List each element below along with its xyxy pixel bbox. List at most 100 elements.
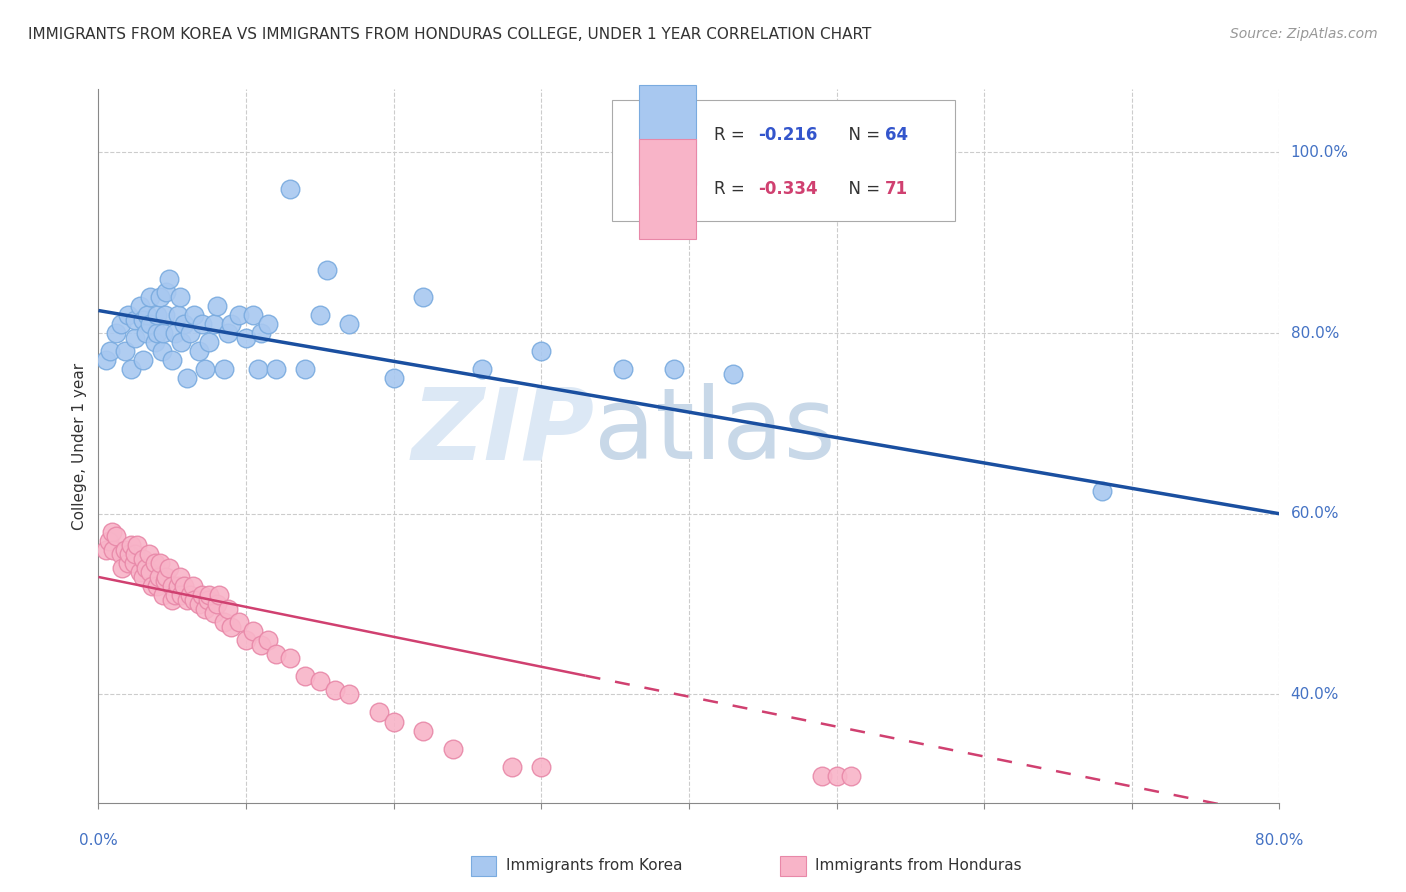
- Point: [441, 741, 464, 756]
- FancyBboxPatch shape: [612, 100, 955, 221]
- Point: [118, 548, 141, 562]
- Point: [382, 714, 405, 729]
- Point: [242, 624, 264, 639]
- Point: [149, 290, 172, 304]
- Point: [157, 272, 180, 286]
- Point: [120, 362, 142, 376]
- Point: [165, 588, 187, 602]
- Point: [173, 317, 195, 331]
- Point: [242, 308, 264, 322]
- Point: [316, 263, 339, 277]
- Point: [110, 317, 132, 331]
- Point: [183, 592, 205, 607]
- Point: [139, 290, 162, 304]
- Point: [162, 353, 183, 368]
- Point: [278, 181, 302, 195]
- Point: [187, 597, 209, 611]
- Point: [167, 308, 190, 322]
- Point: [143, 335, 166, 350]
- Point: [132, 353, 155, 368]
- Point: [183, 308, 205, 322]
- Point: [132, 312, 155, 326]
- Point: [219, 620, 242, 634]
- Point: [170, 335, 193, 350]
- Text: Source: ZipAtlas.com: Source: ZipAtlas.com: [1230, 27, 1378, 41]
- Point: [136, 308, 159, 322]
- Text: 64: 64: [884, 127, 908, 145]
- Point: [382, 371, 405, 385]
- Text: atlas: atlas: [595, 384, 837, 480]
- Point: [128, 566, 150, 580]
- Point: [235, 633, 257, 648]
- Point: [212, 362, 235, 376]
- Point: [205, 597, 228, 611]
- Point: [1091, 484, 1114, 499]
- Point: [250, 326, 273, 340]
- Point: [217, 326, 239, 340]
- Point: [150, 344, 173, 359]
- Point: [179, 588, 201, 602]
- Point: [153, 574, 176, 589]
- Point: [264, 362, 287, 376]
- Point: [124, 312, 146, 326]
- Point: [169, 570, 191, 584]
- Y-axis label: College, Under 1 year: College, Under 1 year: [72, 362, 87, 530]
- Point: [228, 308, 250, 322]
- Point: [120, 538, 142, 552]
- Point: [132, 570, 155, 584]
- Text: 60.0%: 60.0%: [1291, 507, 1339, 521]
- Point: [323, 682, 346, 697]
- Point: [162, 579, 183, 593]
- Point: [135, 326, 157, 340]
- Point: [191, 317, 214, 331]
- Point: [257, 317, 280, 331]
- Point: [294, 669, 316, 683]
- Point: [191, 588, 214, 602]
- Point: [152, 326, 174, 340]
- Bar: [640, 86, 696, 186]
- Point: [198, 588, 221, 602]
- Point: [721, 367, 744, 381]
- Point: [294, 362, 316, 376]
- Point: [105, 326, 128, 340]
- Point: [97, 533, 120, 548]
- Point: [149, 557, 172, 571]
- Point: [111, 561, 134, 575]
- Point: [152, 588, 174, 602]
- Point: [194, 362, 217, 376]
- Point: [471, 362, 494, 376]
- Point: [412, 290, 434, 304]
- Point: [257, 633, 280, 648]
- Point: [246, 362, 269, 376]
- Point: [122, 557, 145, 571]
- Point: [155, 570, 177, 584]
- Text: 80.0%: 80.0%: [1291, 326, 1339, 341]
- Point: [187, 344, 209, 359]
- Point: [309, 673, 332, 688]
- Point: [664, 362, 686, 376]
- Point: [138, 548, 160, 562]
- Point: [128, 299, 150, 313]
- Point: [264, 647, 287, 661]
- Point: [114, 344, 136, 359]
- Bar: [640, 139, 696, 239]
- Point: [219, 317, 242, 331]
- Point: [278, 651, 302, 665]
- Point: [250, 638, 273, 652]
- Point: [825, 769, 848, 783]
- Point: [202, 317, 225, 331]
- Point: [124, 330, 146, 344]
- Text: IMMIGRANTS FROM KOREA VS IMMIGRANTS FROM HONDURAS COLLEGE, UNDER 1 YEAR CORRELAT: IMMIGRANTS FROM KOREA VS IMMIGRANTS FROM…: [28, 27, 872, 42]
- Point: [176, 592, 198, 607]
- Point: [139, 566, 162, 580]
- Point: [309, 308, 332, 322]
- Point: [337, 687, 360, 701]
- Point: [202, 606, 225, 620]
- Text: R =: R =: [714, 127, 749, 145]
- Point: [94, 353, 117, 368]
- Point: [135, 561, 157, 575]
- Point: [228, 615, 250, 629]
- Point: [169, 290, 191, 304]
- Point: [530, 759, 553, 773]
- Text: 40.0%: 40.0%: [1291, 687, 1339, 702]
